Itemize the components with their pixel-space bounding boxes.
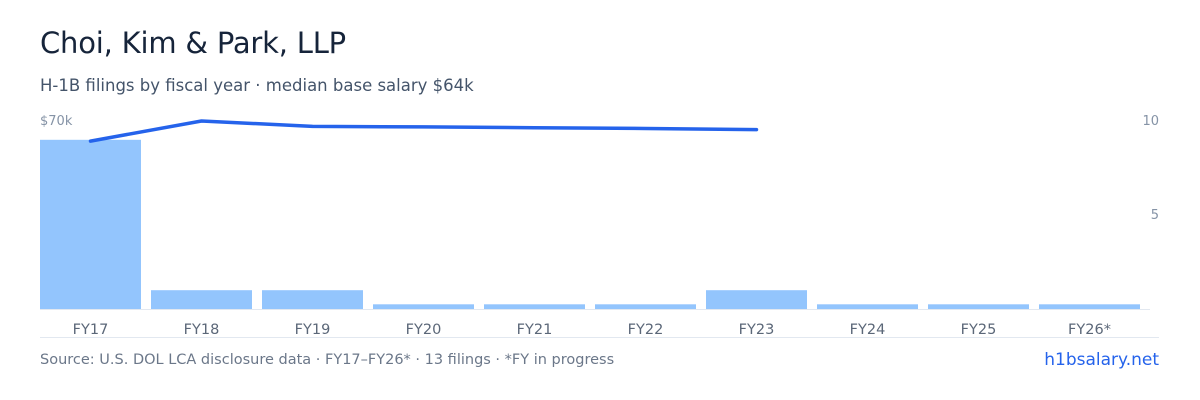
x-tick-label: FY20 [406,322,442,338]
x-tick-label: FY17 [73,322,109,338]
x-tick-label: FY22 [628,322,664,338]
site-link[interactable]: h1bsalary.net [1044,350,1159,370]
bar-fy19 [262,290,363,309]
bar-fy25 [928,304,1029,309]
x-tick-label: FY18 [184,322,220,338]
x-tick-label: FY23 [739,322,775,338]
source-note: Source: U.S. DOL LCA disclosure data · F… [40,352,615,368]
bar-fy26 [1039,304,1140,309]
bar-fy20 [373,304,474,309]
bar-fy23 [706,290,807,309]
right-axis-tick-label: 10 [1142,114,1159,129]
bar-fy21 [484,304,585,309]
salary-line [88,119,759,143]
chart-plot: FY17 FY18 FY19 FY20 FY21 FY22 FY23 FY24 FY25 FY26… [40,114,1159,338]
chart-title: Choi, Kim & Park, LLP [40,26,346,60]
x-tick-label: FY24 [850,322,886,338]
chart-subtitle: H-1B filings by fiscal year · median bas… [40,76,474,95]
bar-fy22 [595,304,696,309]
left-axis-tick-label: $70k [40,114,73,129]
x-tick-label: FY19 [295,322,331,338]
x-tick-label: FY25 [961,322,997,338]
bar-fy18 [151,290,252,309]
right-axis-tick-label: 5 [1151,208,1159,223]
x-tick-label: FY21 [517,322,553,338]
x-tick-label: FY26* [1068,322,1111,338]
bar-fy24 [817,304,918,309]
bar-fy17 [40,139,141,309]
